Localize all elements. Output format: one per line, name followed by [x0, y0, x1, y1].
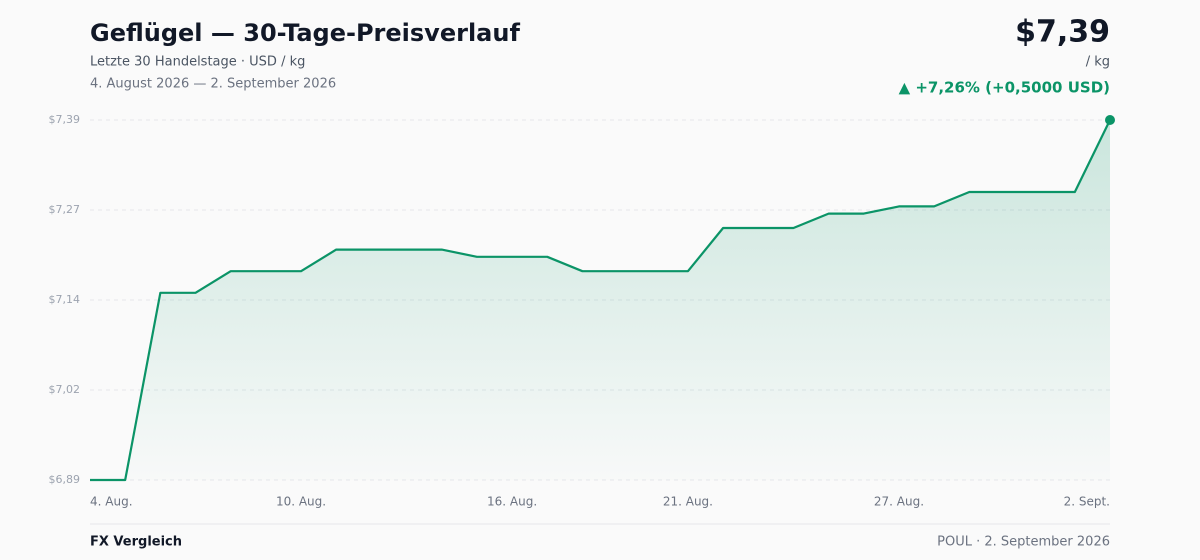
chart-title: Geflügel — 30-Tage-Preisverlauf [90, 19, 520, 47]
change: ▲ +7,26% (+0,5000 USD) [899, 79, 1110, 97]
x-tick-label: 21. Aug. [663, 495, 713, 509]
footer-brand: FX Vergleich [90, 535, 182, 550]
area [90, 120, 1110, 480]
date-range: 4. August 2026 — 2. September 2026 [90, 77, 336, 92]
unit: / kg [1086, 55, 1110, 70]
x-tick-label: 2. Sept. [1064, 495, 1110, 509]
end-dot [1105, 115, 1115, 125]
x-tick-label: 4. Aug. [90, 495, 133, 509]
y-tick-label: $7,39 [49, 113, 81, 126]
footer-source: POUL · 2. September 2026 [937, 535, 1110, 550]
x-tick-label: 10. Aug. [276, 495, 326, 509]
y-tick-label: $7,02 [49, 383, 81, 396]
y-tick-label: $6,89 [49, 473, 81, 486]
y-tick-label: $7,27 [49, 203, 81, 216]
x-tick-label: 27. Aug. [874, 495, 924, 509]
y-tick-label: $7,14 [49, 293, 81, 306]
subtitle: Letzte 30 Handelstage · USD / kg [90, 55, 305, 70]
current-price: $7,39 [1015, 15, 1110, 50]
x-tick-label: 16. Aug. [487, 495, 537, 509]
price-line [90, 119, 1111, 482]
